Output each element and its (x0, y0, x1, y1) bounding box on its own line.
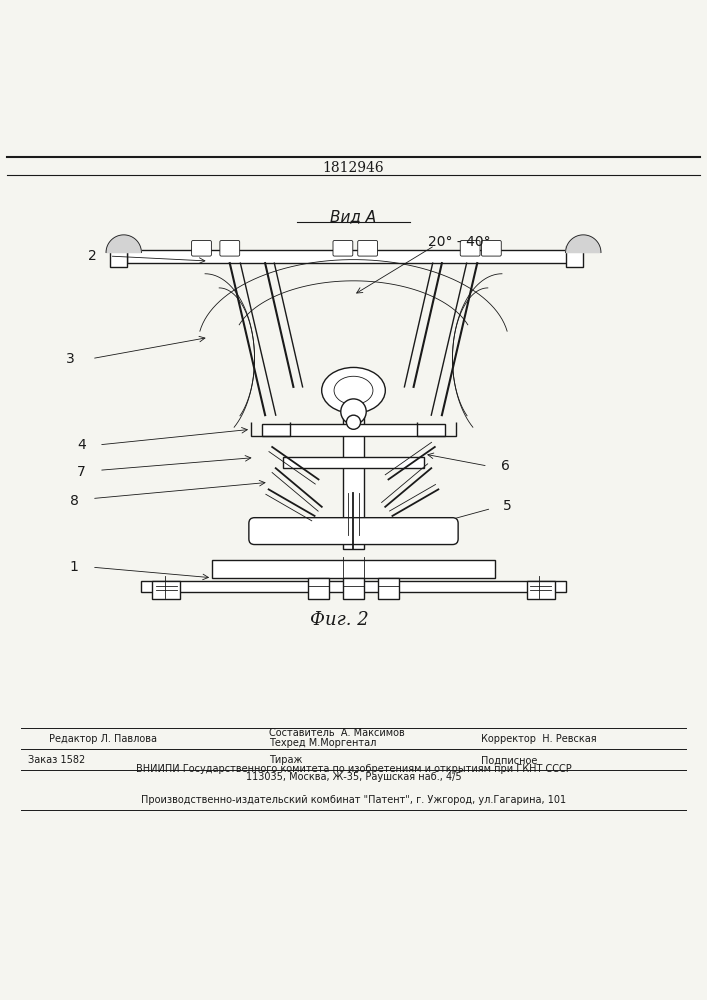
Text: 3: 3 (66, 352, 75, 366)
Bar (152, 581, 180, 599)
Polygon shape (566, 235, 601, 253)
FancyBboxPatch shape (333, 241, 353, 256)
FancyBboxPatch shape (192, 241, 211, 256)
Text: 8: 8 (70, 494, 78, 508)
Text: 113035, Москва, Ж-35, Раушская наб., 4/5: 113035, Москва, Ж-35, Раушская наб., 4/5 (246, 772, 461, 782)
Text: Редактор Л. Павлова: Редактор Л. Павлова (49, 734, 158, 744)
Bar (127, 250, 580, 263)
Text: Производственно-издательский комбинат "Патент", г. Ужгород, ул.Гагарина, 101: Производственно-издательский комбинат "П… (141, 795, 566, 805)
Text: 4: 4 (77, 438, 86, 452)
Text: 20° - 40°: 20° - 40° (428, 235, 491, 249)
Text: 2: 2 (88, 249, 96, 263)
FancyBboxPatch shape (460, 241, 480, 256)
Bar (212, 560, 495, 578)
Text: Фиг. 2: Фиг. 2 (310, 611, 369, 629)
Ellipse shape (322, 367, 385, 413)
Text: 6: 6 (501, 459, 510, 473)
Bar (566, 246, 583, 267)
Bar (283, 457, 424, 468)
Circle shape (341, 399, 366, 424)
Text: Вид А: Вид А (330, 210, 377, 225)
FancyBboxPatch shape (220, 241, 240, 256)
FancyBboxPatch shape (358, 241, 378, 256)
Text: Подписное: Подписное (481, 755, 537, 765)
Bar (343, 408, 364, 549)
Bar (110, 246, 127, 267)
Polygon shape (106, 235, 141, 253)
Bar (262, 424, 445, 436)
Bar (378, 578, 399, 599)
Text: 7: 7 (77, 465, 86, 479)
FancyBboxPatch shape (481, 241, 501, 256)
Circle shape (346, 415, 361, 429)
Bar (141, 581, 566, 592)
Text: Заказ 1582: Заказ 1582 (28, 755, 86, 765)
Text: Корректор  Н. Ревская: Корректор Н. Ревская (481, 734, 597, 744)
Text: ВНИИПИ Государственного комитета по изобретениям и открытиям при ГКНТ СССР: ВНИИПИ Государственного комитета по изоб… (136, 764, 571, 774)
Text: Составитель  А. Максимов: Составитель А. Максимов (269, 728, 404, 738)
Bar (308, 578, 329, 599)
Text: Тираж: Тираж (269, 755, 302, 765)
Text: 1812946: 1812946 (322, 161, 385, 175)
Bar (343, 578, 364, 599)
Bar (527, 581, 555, 599)
Text: 1: 1 (70, 560, 78, 574)
Text: Техред М.Моргентал: Техред М.Моргентал (269, 738, 376, 748)
FancyBboxPatch shape (249, 518, 458, 545)
Ellipse shape (334, 376, 373, 405)
Text: 5: 5 (503, 499, 512, 513)
